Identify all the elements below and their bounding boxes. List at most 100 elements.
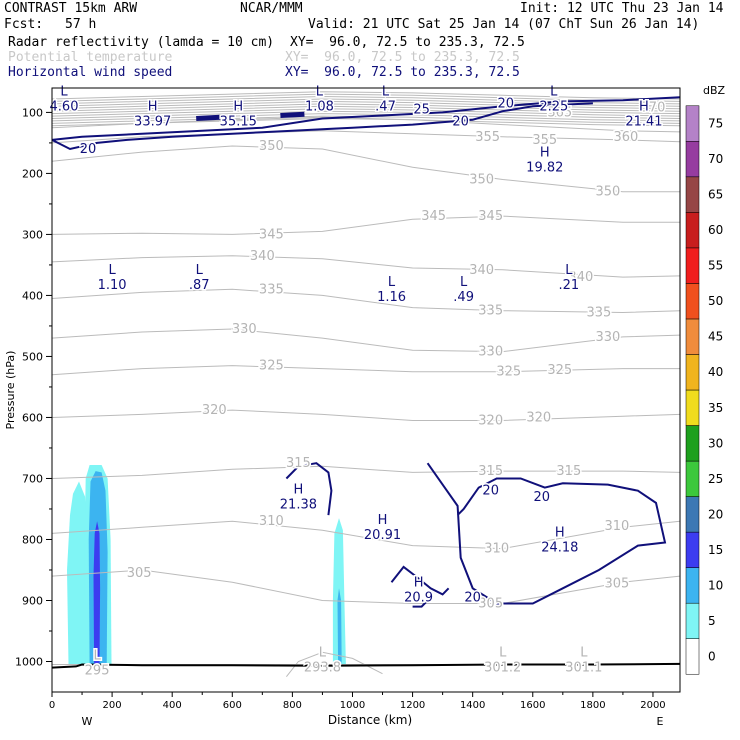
colorbar-level-0: 0 (708, 649, 716, 663)
theta-label-34: 365 (547, 105, 572, 120)
theta-label-16: 330 (478, 345, 503, 360)
theta-label-25: 345 (421, 209, 446, 224)
terrain-surface-line (52, 662, 680, 669)
colorbar-swatch-0 (685, 638, 700, 675)
theta-label-8: 315 (556, 464, 581, 479)
theta-contour-layer (52, 91, 680, 678)
wind-extreme-value-9: 1.10 (98, 278, 127, 293)
y-tick-label-200: 200 (22, 167, 43, 180)
theta-label-12: 320 (202, 403, 227, 418)
wind-extreme-value-15: 20.91 (364, 528, 401, 543)
theta-isoline-6 (52, 365, 680, 376)
wind-extreme-kind-5: L (382, 84, 390, 99)
wind-extreme-value-12: .49 (453, 290, 474, 305)
theta-label-15: 325 (259, 359, 284, 374)
wind-extreme-kind-3: H (233, 100, 243, 115)
x-tick-label-2000: 2000 (640, 700, 665, 711)
theta-extreme-value-4: 301.1 (565, 661, 602, 676)
wind-isotach-label-1: 20 (80, 142, 97, 157)
wind-isotach-5 (390, 565, 450, 596)
theta-isoline-5 (52, 409, 680, 421)
theta-label-35: 370 (641, 101, 666, 116)
colorbar-swatch-30 (685, 425, 700, 462)
theta-label-5: 310 (604, 519, 629, 534)
x-tick-label-200: 200 (103, 700, 122, 711)
field-xy-wind: XY= 96.0, 72.5 to 235.3, 72.5 (285, 65, 520, 80)
reflectivity-cell-6 (337, 588, 342, 665)
theta-label-4: 310 (484, 542, 509, 557)
colorbar-swatch-10 (685, 567, 700, 604)
wind-extreme-kind-1: L (60, 84, 68, 99)
wind-extreme-kind-11: L (388, 275, 396, 290)
theta-label-22: 340 (469, 263, 494, 278)
reflectivity-cell-1 (67, 481, 90, 665)
theta-label-2: 305 (604, 576, 629, 591)
theta-label-30: 350 (259, 139, 284, 154)
theta-isoline-10 (52, 215, 680, 235)
colorbar-level-25: 25 (708, 472, 723, 486)
theta-label-1: 305 (478, 597, 503, 612)
theta-upper-isoline-7 (52, 105, 680, 115)
colorbar-unit: dBZ (703, 84, 726, 97)
colorbar-level-40: 40 (708, 365, 723, 379)
institution-label: NCAR/MMM (240, 1, 303, 16)
theta-upper-isoline-6 (52, 103, 680, 112)
wind-extreme-value-13: .21 (558, 278, 579, 293)
theta-label-23: 340 (568, 270, 593, 285)
wind-isotach-label-2: 25 (413, 102, 430, 117)
wind-extreme-kind-4: L (316, 84, 324, 99)
init-time: Init: 12 UTC Thu 23 Jan 14 (520, 1, 724, 16)
theta-extreme-kind-2: L (319, 646, 327, 661)
theta-upper-isoline-12 (52, 117, 680, 127)
wind-extreme-value-4: 1.08 (305, 99, 334, 114)
colorbar-swatch-45 (685, 318, 700, 355)
x-tick-label-1600: 1600 (520, 700, 545, 711)
colorbar-swatch-40 (685, 354, 700, 391)
wind-extreme-value-3: 35.15 (220, 115, 257, 130)
theta-label-33: 360 (613, 130, 638, 145)
wind-isotach-4 (285, 462, 333, 516)
field-label-theta: Potential temperature (8, 50, 173, 65)
reflectivity-cell-4 (93, 521, 101, 665)
colorbar-level-30: 30 (708, 436, 723, 450)
model-title: CONTRAST 15km ARW (4, 1, 138, 16)
wind-extreme-kind-10: L (196, 263, 204, 278)
contour-label-layer: 305 305 305 310 310 310 315 315 315 320 320 320 325 3… (48, 83, 667, 680)
y-tick-label-800: 800 (22, 533, 43, 546)
field-xy-reflectivity: XY= 96.0, 72.5 to 235.3, 72.5 (290, 35, 525, 50)
y-tick-label-500: 500 (22, 350, 43, 363)
wind-extreme-kind-17: H (414, 575, 424, 590)
wind-extreme-value-11: 1.16 (377, 290, 406, 305)
theta-label-13: 325 (496, 365, 521, 380)
theta-isoline-8 (52, 288, 680, 314)
axis-layer: 0 200 400 600 800 1000 1200 1400 1600 1800 2000 100… (15, 106, 666, 711)
y-tick-label-400: 400 (22, 289, 43, 302)
x-tick-label-400: 400 (163, 700, 182, 711)
x-tick-label-1400: 1400 (460, 700, 485, 711)
wind-extreme-kind-14: H (294, 483, 304, 498)
jet-core-segment-1 (196, 114, 221, 121)
theta-upper-isoline-8 (52, 108, 680, 117)
colorbar-swatch-5 (685, 602, 700, 639)
theta-label-24: 340 (250, 249, 275, 264)
y-tick-label-100: 100 (22, 106, 43, 119)
theta-label-17: 330 (595, 330, 620, 345)
x-tick-label-800: 800 (283, 700, 302, 711)
theta-extreme-kind-1: L (93, 649, 101, 664)
wind-extreme-kind-16: H (555, 525, 565, 540)
y-tick-label-600: 600 (22, 411, 43, 424)
theta-isoline-11 (52, 145, 680, 193)
theta-label-31: 355 (475, 130, 500, 145)
theta-label-21: 335 (259, 282, 284, 297)
colorbar-level-55: 55 (708, 259, 723, 273)
y-axis-title: Pressure (hPa) (4, 351, 17, 430)
wind-isotach-label-6: 20 (534, 490, 551, 505)
theta-extreme-value-2: 293.8 (304, 661, 341, 676)
valid-time: Valid: 21 UTC Sat 25 Jan 14 (07 ChT Sun … (308, 17, 700, 32)
colorbar-swatch-15 (685, 531, 700, 568)
colorbar-level-35: 35 (708, 401, 723, 415)
field-label-reflectivity: Radar reflectivity (lamda = 10 cm) (8, 35, 275, 50)
theta-isoline-12 (52, 130, 680, 144)
theta-extreme-value-1: 295 (85, 664, 110, 679)
